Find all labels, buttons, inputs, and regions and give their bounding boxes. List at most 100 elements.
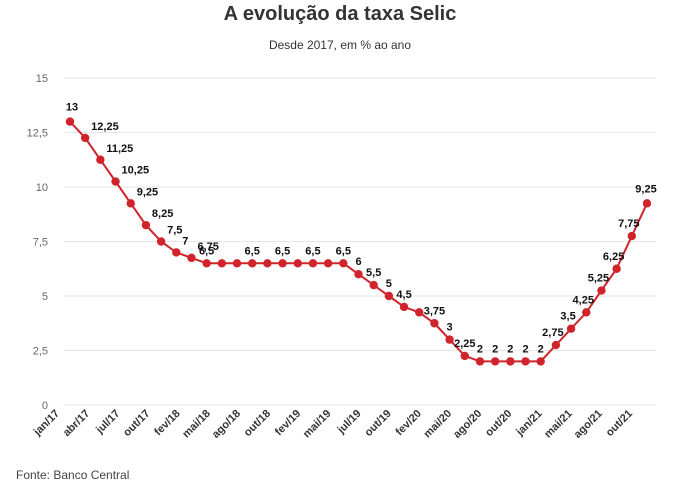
data-point	[551, 340, 561, 350]
data-point	[263, 259, 272, 268]
x-tick-label: mai/20	[421, 408, 454, 441]
data-label: 5,5	[366, 267, 381, 279]
data-label: 7,75	[618, 218, 639, 230]
x-tick-label: fev/20	[393, 408, 424, 439]
data-label: 6,75	[197, 241, 218, 253]
source-note: Fonte: Banco Central	[16, 468, 130, 482]
data-label: 2,25	[454, 338, 475, 350]
y-tick-label: 2,5	[33, 346, 48, 358]
data-point	[445, 335, 454, 344]
data-label: 5	[386, 278, 392, 290]
data-label: 11,25	[106, 143, 133, 155]
data-point	[96, 155, 105, 164]
data-label: 2	[507, 343, 513, 355]
data-point	[80, 133, 90, 143]
data-label: 12,25	[91, 121, 119, 133]
data-point	[339, 259, 348, 268]
y-tick-label: 5	[42, 291, 48, 303]
data-label: 9,25	[137, 186, 158, 198]
data-point	[506, 357, 515, 366]
x-tick-label: jul/19	[335, 408, 364, 437]
y-tick-label: 10	[36, 182, 48, 194]
y-tick-label: 7,5	[33, 237, 48, 249]
x-tick-label: out/17	[121, 408, 152, 439]
data-point	[126, 199, 135, 208]
data-label: 2	[522, 343, 528, 355]
data-label: 6,5	[199, 245, 214, 257]
data-point	[566, 324, 576, 333]
chart-title: A evolução da taxa Selic	[223, 3, 457, 25]
data-point	[248, 259, 257, 268]
data-label: 2	[492, 343, 498, 355]
data-point	[490, 357, 500, 366]
x-tick-label: out/21	[604, 408, 635, 439]
data-point	[627, 231, 637, 241]
data-label: 6,5	[305, 245, 320, 257]
data-point	[217, 259, 227, 268]
data-label: 2,75	[542, 327, 563, 339]
data-point	[172, 248, 181, 257]
data-point	[460, 351, 469, 361]
x-tick-label: ago/21	[572, 408, 605, 441]
data-point	[521, 357, 530, 366]
data-point	[354, 270, 363, 279]
data-label: 2	[538, 343, 544, 355]
data-point	[369, 280, 378, 290]
data-point	[597, 286, 606, 295]
data-point	[415, 308, 424, 317]
data-point	[111, 177, 120, 186]
data-point	[582, 308, 591, 317]
data-point	[399, 302, 409, 312]
data-point	[232, 259, 242, 268]
data-label: 3	[447, 322, 453, 334]
data-point	[278, 259, 287, 268]
data-point	[187, 253, 196, 263]
data-label: 5,25	[588, 273, 609, 285]
data-point	[430, 319, 439, 328]
data-point	[475, 357, 485, 366]
data-point	[293, 259, 302, 268]
data-label: 7,5	[167, 225, 182, 237]
x-tick-label: jul/17	[93, 408, 122, 437]
data-label: 6,25	[603, 251, 624, 263]
data-label: 4,25	[573, 294, 594, 306]
data-label: 8,25	[152, 208, 173, 220]
x-tick-label: out/20	[483, 408, 514, 439]
data-label: 6,5	[275, 245, 290, 257]
data-label: 6,5	[245, 245, 260, 257]
x-tick-label: out/18	[242, 408, 273, 439]
data-label: 7	[182, 235, 188, 247]
x-tick-label: jan/17	[31, 408, 62, 439]
data-label: 2	[477, 343, 483, 355]
data-label: 10,25	[122, 165, 150, 177]
y-tick-label: 0	[42, 400, 48, 412]
x-tick-label: fev/19	[273, 408, 304, 439]
data-label: 13	[66, 102, 78, 114]
x-tick-label: ago/18	[210, 408, 243, 441]
data-point	[156, 237, 166, 246]
data-point	[202, 259, 211, 268]
y-tick-label: 12,5	[27, 128, 48, 140]
data-point	[536, 357, 545, 366]
x-tick-label: ago/20	[451, 408, 484, 441]
x-tick-label: fev/18	[152, 408, 183, 439]
chart-subtitle: Desde 2017, em % ao ano	[268, 38, 412, 52]
data-point	[384, 291, 394, 301]
y-tick-label: 15	[36, 73, 48, 85]
data-label: 4,5	[396, 289, 411, 301]
data-point	[642, 199, 652, 208]
data-point	[323, 259, 333, 268]
data-label: 3,75	[424, 305, 445, 317]
data-point	[65, 117, 75, 126]
x-tick-label: jan/21	[513, 408, 544, 439]
data-point	[308, 259, 318, 268]
x-tick-label: out/19	[362, 408, 393, 439]
data-label: 6	[355, 256, 361, 268]
x-tick-label: abr/17	[61, 408, 92, 439]
x-tick-label: mai/18	[180, 408, 213, 441]
data-point	[141, 220, 151, 230]
data-label: 9,25	[635, 183, 656, 195]
x-tick-label: mai/21	[542, 408, 575, 441]
data-label: 6,5	[336, 245, 351, 257]
